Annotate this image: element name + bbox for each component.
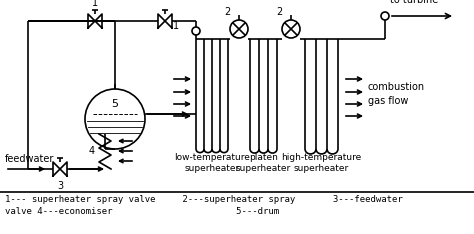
Circle shape (230, 20, 248, 38)
Text: 2: 2 (224, 7, 230, 17)
Text: 4: 4 (89, 146, 95, 157)
Text: platen
superheater: platen superheater (236, 153, 291, 173)
Circle shape (282, 20, 300, 38)
Circle shape (85, 89, 145, 149)
Text: 1--- superheater spray valve     2---superheater spray       3---feedwater: 1--- superheater spray valve 2---superhe… (5, 194, 403, 204)
Text: to turbine: to turbine (390, 0, 438, 5)
Text: combustion
gas flow: combustion gas flow (368, 82, 425, 106)
Text: 1: 1 (173, 21, 179, 31)
Text: high-temperature
superheater: high-temperature superheater (282, 153, 362, 173)
Circle shape (192, 27, 200, 35)
Text: 3: 3 (57, 181, 63, 191)
Text: 5: 5 (111, 99, 118, 109)
Circle shape (381, 12, 389, 20)
Text: feedwater: feedwater (5, 154, 55, 164)
Text: valve 4---economiser                       5---drum: valve 4---economiser 5---drum (5, 206, 279, 216)
Text: 2: 2 (276, 7, 282, 17)
Text: low-temperature
superheater: low-temperature superheater (174, 153, 250, 173)
Text: 1: 1 (92, 0, 98, 8)
